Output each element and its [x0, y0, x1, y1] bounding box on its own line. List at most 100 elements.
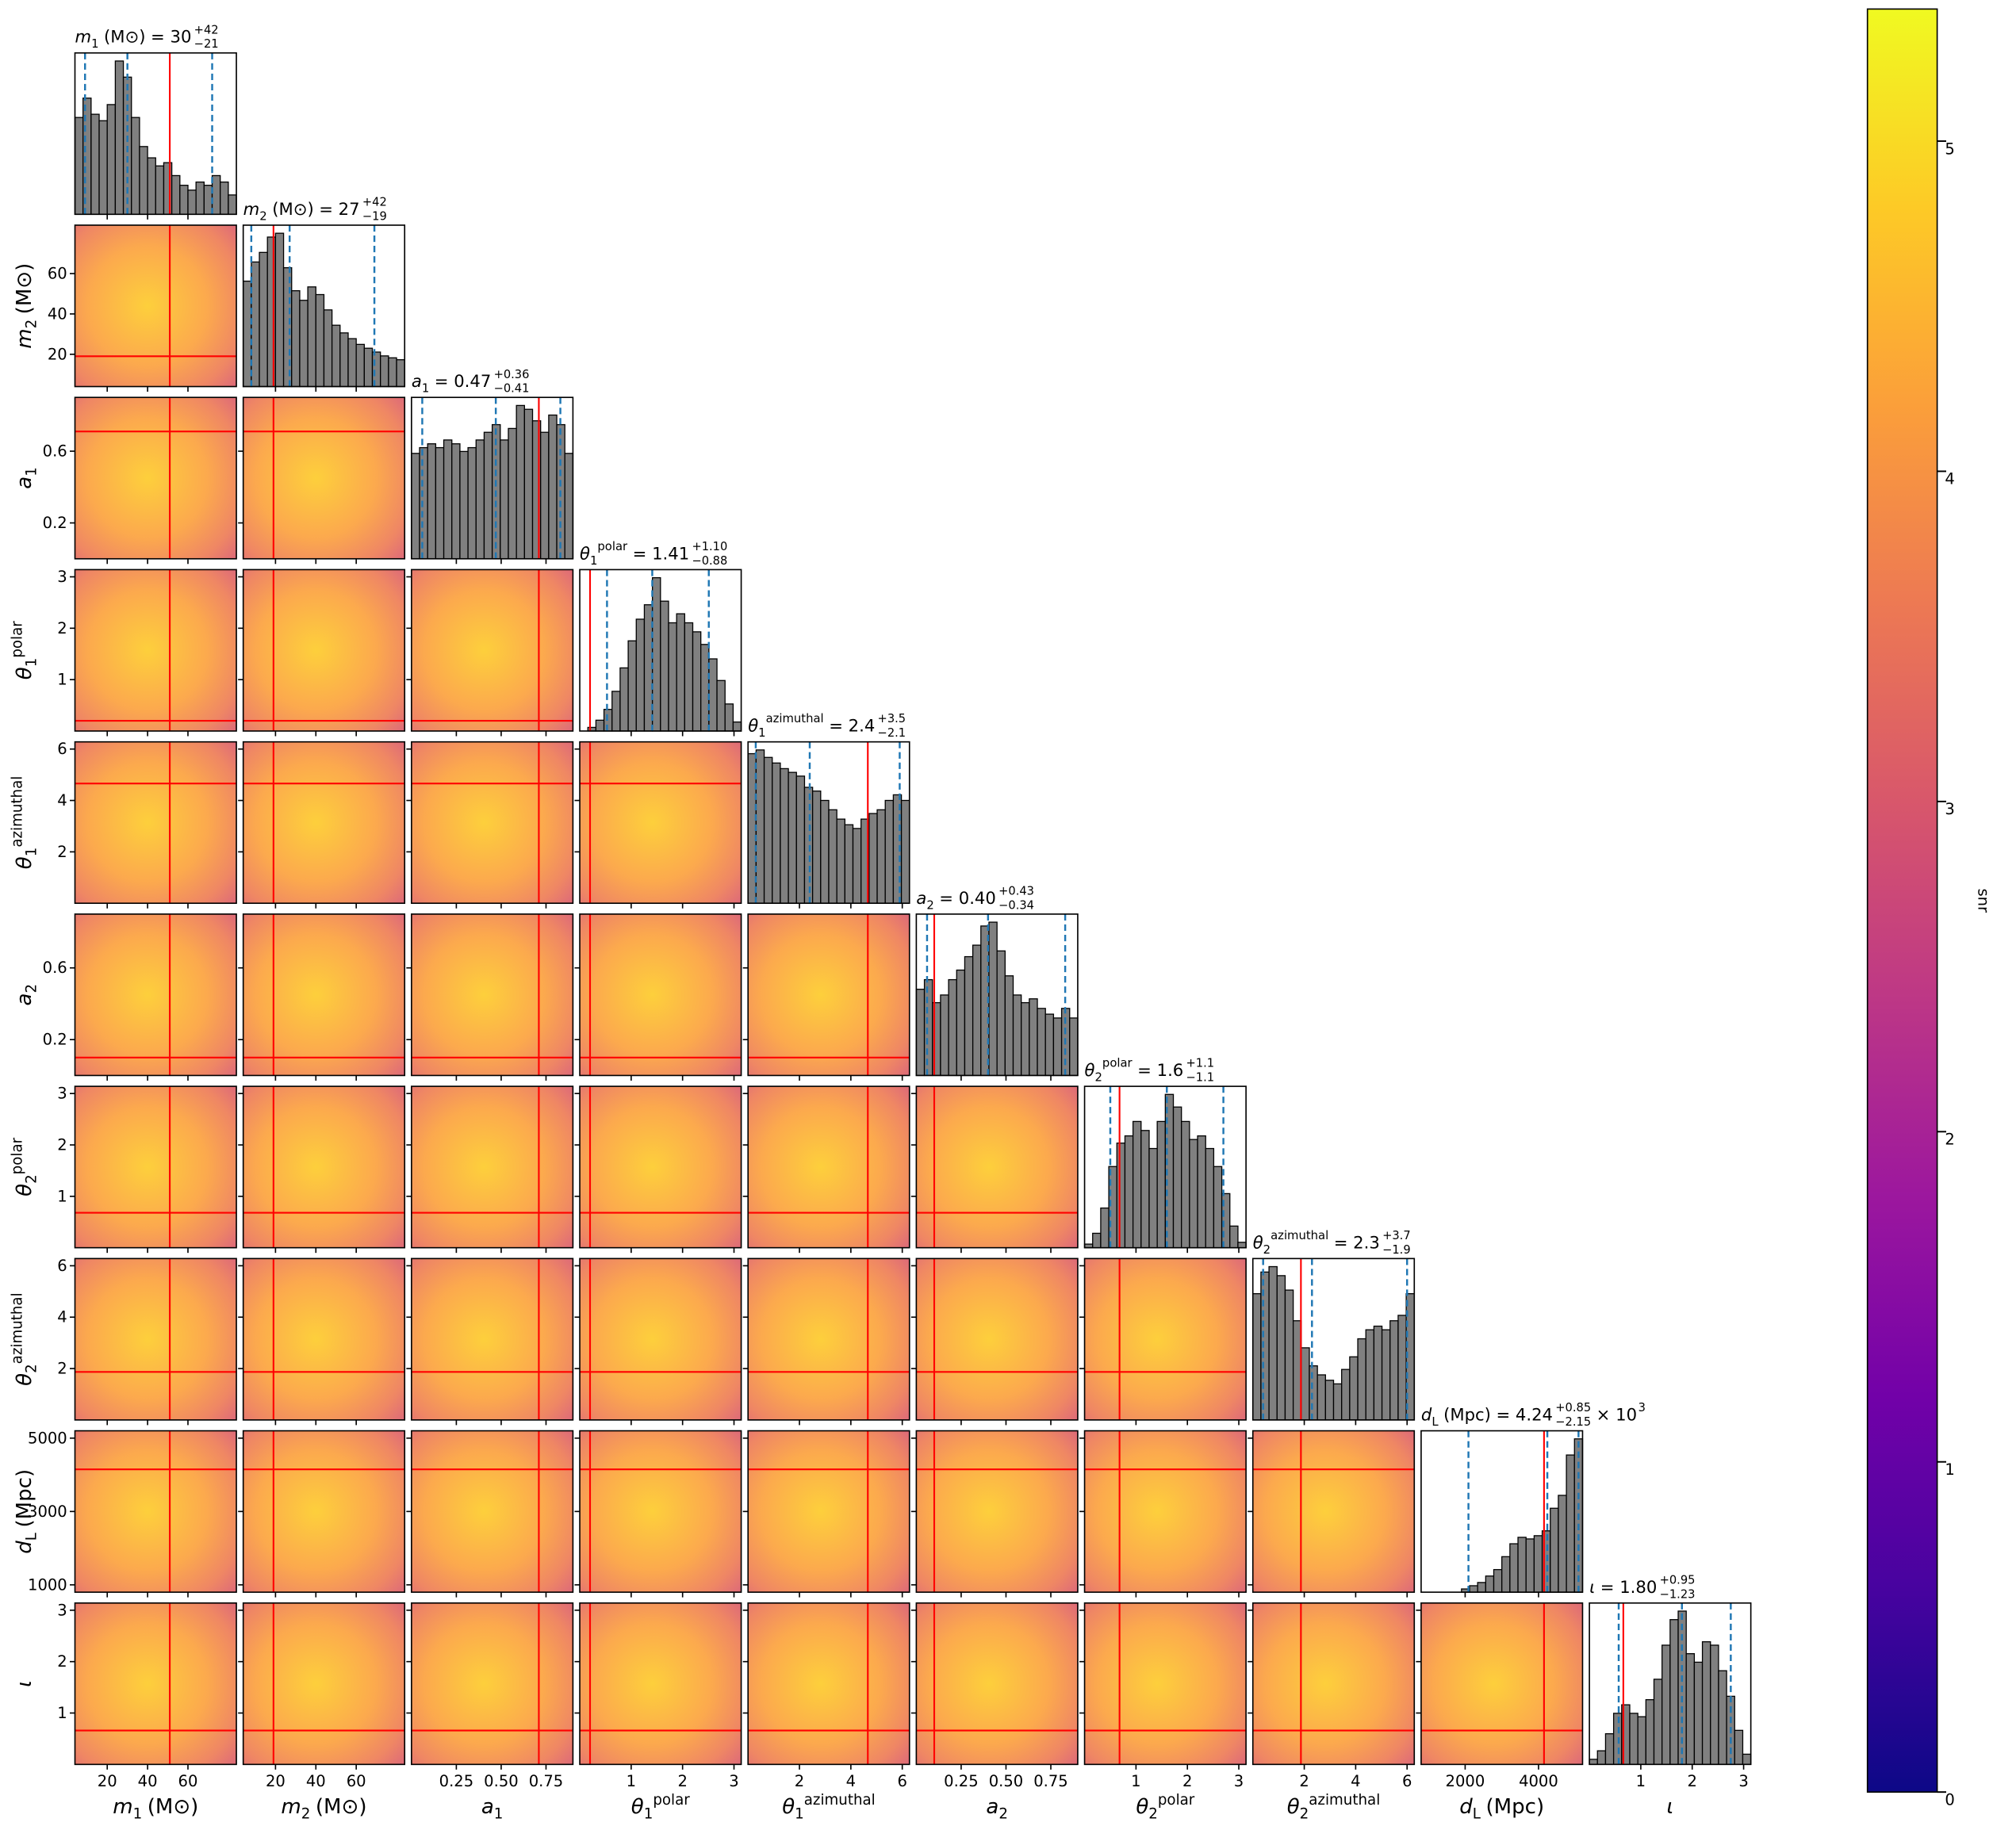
- histogram-bar: [243, 280, 252, 388]
- label-symbol: θ: [13, 856, 36, 869]
- histogram-bar: [948, 978, 957, 1077]
- histogram-bar: [923, 978, 933, 1077]
- x-tick-label: 2: [795, 1772, 804, 1790]
- x-tick-label: 40: [138, 1772, 158, 1790]
- histogram-bar: [467, 446, 477, 560]
- label-superscript: polar: [10, 621, 26, 658]
- label-subscript: 1: [795, 1806, 804, 1823]
- histogram-bar: [388, 357, 397, 388]
- histogram-bar: [1292, 1320, 1302, 1421]
- label-unit: (Mpc): [1443, 1405, 1491, 1425]
- colorbar-tick-label: 0: [1945, 1790, 1954, 1809]
- y-tick-label: 0.6: [43, 959, 67, 977]
- histogram-bar: [443, 439, 453, 560]
- histogram-bar: [668, 622, 677, 732]
- label-symbol: θ: [1287, 1795, 1300, 1819]
- panel-frame: [747, 913, 910, 1077]
- label-subscript: L: [1432, 1415, 1439, 1429]
- histogram-bar: [1100, 1207, 1110, 1249]
- label-superscript: azimuthal: [1309, 1792, 1380, 1809]
- label-subscript: 2: [24, 1174, 40, 1184]
- y-tick-label: 1: [57, 1187, 67, 1205]
- x-axis-label: a1: [481, 1795, 504, 1823]
- histogram-bar: [763, 756, 773, 904]
- histogram-bar: [1589, 1759, 1598, 1765]
- title-minus: −1.1: [1186, 1071, 1215, 1085]
- histogram-bar: [435, 446, 445, 560]
- x-tick-label: 0.50: [989, 1772, 1023, 1790]
- y-tick-label: 1: [57, 671, 67, 689]
- title-value: = 2.4: [829, 716, 875, 736]
- label-symbol: θ: [631, 1795, 644, 1819]
- histogram-bar: [323, 309, 333, 388]
- panel-frame: [411, 396, 574, 560]
- histogram-bar: [187, 189, 197, 215]
- label-subscript: 2: [1095, 1071, 1102, 1085]
- density-scatter: [75, 397, 237, 559]
- density-scatter: [243, 1086, 405, 1248]
- colorbar-tick-label: 2: [1945, 1131, 1954, 1149]
- title-plus: +3.7: [1382, 1229, 1411, 1242]
- histogram-bar: [1012, 994, 1022, 1077]
- histogram-bar: [772, 762, 781, 904]
- label-subscript: 1: [133, 1806, 143, 1823]
- density-scatter: [580, 1086, 742, 1248]
- panel-frame: [747, 1085, 910, 1249]
- histogram-bar: [660, 600, 669, 732]
- panel-frame: [411, 1430, 574, 1593]
- histogram-bar: [1140, 1130, 1150, 1249]
- label-superscript: polar: [10, 1137, 26, 1174]
- histogram-bar: [836, 818, 845, 904]
- density-scatter: [916, 1258, 1078, 1420]
- y-tick-label: 2: [57, 843, 67, 861]
- histogram-bar: [1653, 1679, 1663, 1765]
- x-axis-label: a2: [986, 1795, 1008, 1823]
- density-scatter: [411, 913, 573, 1076]
- x-tick-label: 4: [1351, 1772, 1360, 1790]
- x-tick-label: 3: [1738, 1772, 1748, 1790]
- title-plus: +1.1: [1186, 1057, 1215, 1070]
- histogram-bar: [139, 146, 148, 215]
- label-symbol: m: [13, 328, 36, 348]
- label-subscript: 1: [494, 1806, 504, 1823]
- histogram-bar: [523, 408, 534, 560]
- histogram-bar: [1197, 1135, 1206, 1249]
- label-subscript: 2: [1148, 1806, 1158, 1823]
- histogram-bar: [788, 771, 797, 904]
- title-plus: +42: [362, 196, 387, 209]
- panel-title: a1 = 0.47: [412, 371, 491, 396]
- histogram-bar: [1172, 1106, 1182, 1249]
- panel-frame: [579, 1258, 742, 1421]
- density-scatter: [748, 1602, 910, 1765]
- histogram-bar: [1685, 1653, 1696, 1765]
- histogram-bar: [1693, 1661, 1704, 1765]
- panel-frame: [242, 1258, 406, 1421]
- histogram-bar: [1734, 1729, 1744, 1765]
- title-value: = 1.41: [633, 543, 690, 563]
- title-plus: +3.5: [878, 712, 906, 725]
- histogram-bar: [1044, 1013, 1055, 1077]
- label-subscript: 1: [644, 1806, 653, 1823]
- label-symbol: θ: [1085, 1060, 1095, 1080]
- y-axis-label: m2 (M⊙): [13, 263, 40, 349]
- x-tick-label: 4: [846, 1772, 856, 1790]
- histogram-bar: [307, 286, 316, 388]
- histogram-bar: [1517, 1537, 1527, 1593]
- label-superscript: azimuthal: [766, 712, 824, 725]
- panel-frame: [1083, 1085, 1247, 1249]
- histogram-bar: [627, 640, 637, 732]
- histogram-bar: [1701, 1640, 1711, 1765]
- density-scatter: [580, 913, 742, 1076]
- histogram-bar: [282, 267, 293, 388]
- histogram-bar: [1550, 1507, 1559, 1593]
- y-tick-label: 4: [57, 791, 67, 810]
- histogram-bar: [1389, 1320, 1399, 1421]
- title-plus: +1.10: [692, 540, 727, 553]
- y-axis-label: a2: [13, 984, 40, 1006]
- x-axis-label: θ1azimuthal: [782, 1792, 876, 1823]
- panel-frame: [74, 52, 237, 216]
- panel-title: ι = 1.80: [1589, 1577, 1657, 1597]
- label-subscript: L: [24, 1532, 40, 1541]
- x-axis-label: m1 (M⊙): [113, 1795, 198, 1823]
- title-plus: +0.95: [1660, 1573, 1696, 1587]
